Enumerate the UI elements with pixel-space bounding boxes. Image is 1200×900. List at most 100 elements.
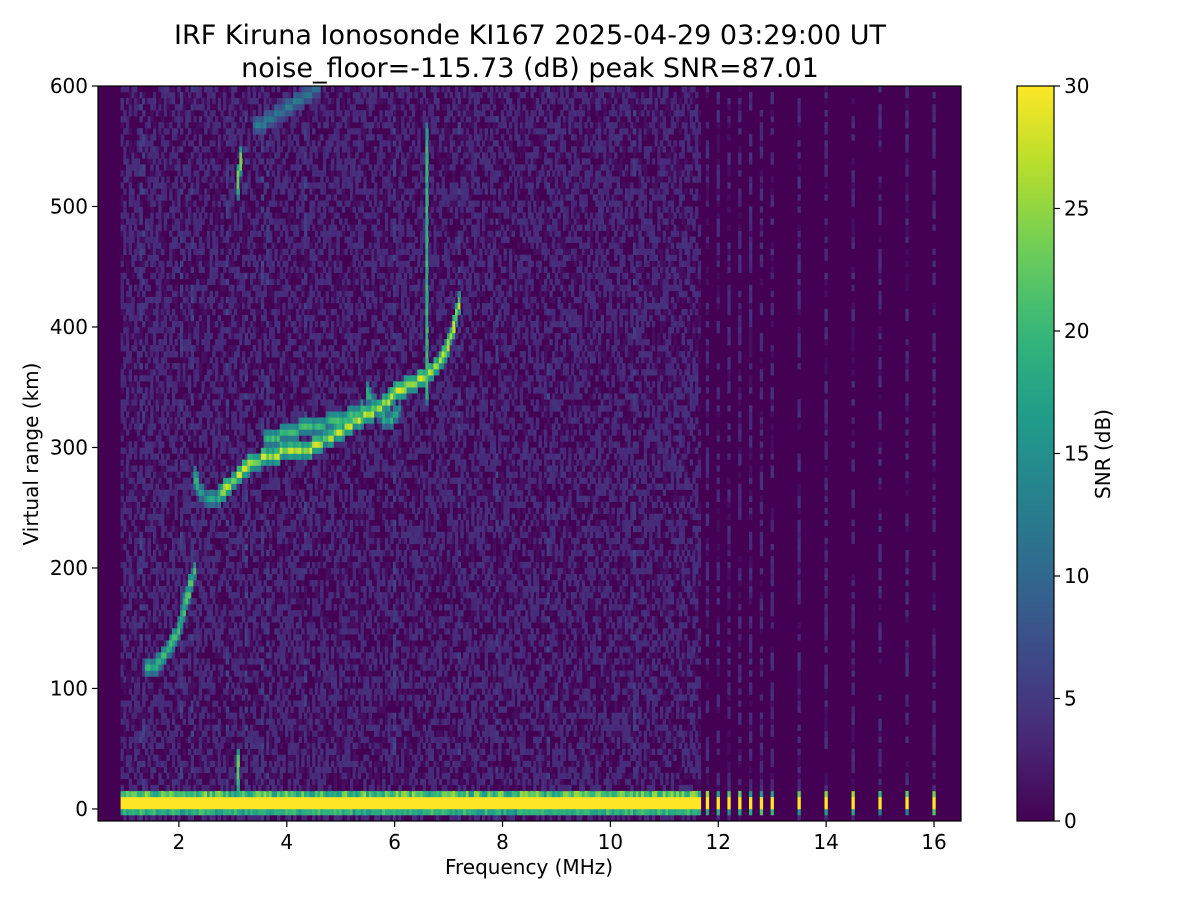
heatmap-cell — [209, 296, 213, 304]
heatmap-cell — [239, 658, 243, 665]
heatmap-cell — [153, 134, 157, 141]
heatmap-cell — [128, 513, 132, 520]
heatmap-cell — [255, 772, 259, 780]
heatmap-cell — [161, 327, 165, 334]
heatmap-cell — [136, 477, 141, 484]
heatmap-cell — [177, 736, 181, 743]
heatmap-cell — [123, 610, 127, 617]
heatmap-cell — [263, 670, 267, 677]
heatmap-cell — [274, 182, 278, 189]
heatmap-cell — [158, 796, 162, 804]
heatmap-cell — [177, 164, 181, 171]
heatmap-cell — [266, 122, 270, 129]
heatmap-cell — [239, 706, 243, 713]
heatmap-cell — [201, 146, 205, 153]
heatmap-cell — [287, 628, 292, 635]
heatmap-cell — [212, 616, 216, 623]
heatmap-cell — [158, 182, 162, 189]
heatmap-cell — [231, 471, 235, 478]
heatmap-cell — [147, 592, 151, 599]
heatmap-cell — [287, 748, 292, 755]
heatmap-cell — [150, 140, 154, 147]
heatmap-cell — [239, 676, 243, 683]
heatmap-cell — [252, 760, 257, 768]
heatmap-cell — [188, 321, 192, 328]
heatmap-cell — [209, 568, 213, 575]
heatmap-cell — [274, 513, 278, 520]
heatmap-cell — [201, 122, 205, 129]
heatmap-cell — [190, 640, 194, 647]
heatmap-cell — [161, 387, 165, 394]
heatmap-cell — [193, 435, 197, 442]
heatmap-cell — [250, 308, 254, 316]
heatmap-cell — [206, 345, 211, 352]
heatmap-cell — [271, 128, 275, 135]
heatmap-cell — [182, 700, 186, 707]
heatmap-cell — [255, 778, 259, 786]
heatmap-cell — [269, 284, 273, 292]
heatmap-cell — [131, 519, 135, 527]
heatmap-cell — [134, 164, 138, 171]
heatmap-cell — [206, 712, 211, 719]
heatmap-cell — [252, 218, 257, 225]
heatmap-cell — [263, 477, 267, 484]
heatmap-cell — [279, 278, 283, 286]
heatmap-cell — [139, 242, 143, 249]
heatmap-cell — [277, 809, 281, 816]
heatmap-cell — [134, 86, 138, 93]
heatmap-cell — [217, 580, 221, 587]
heatmap-cell — [126, 568, 130, 575]
heatmap-cell — [220, 327, 224, 334]
heatmap-cell — [231, 369, 235, 376]
heatmap-cell — [144, 284, 149, 292]
heatmap-cell — [266, 158, 270, 165]
heatmap-cell — [136, 230, 141, 237]
heatmap-cell — [215, 146, 219, 153]
heatmap-cell — [196, 531, 200, 539]
heatmap-cell — [287, 658, 292, 665]
heatmap-cell — [174, 706, 178, 713]
heatmap-cell — [193, 218, 197, 225]
heatmap-cell — [169, 339, 173, 346]
heatmap-cell — [163, 417, 168, 424]
heatmap-cell — [196, 321, 200, 328]
heatmap-cell — [217, 260, 221, 267]
heatmap-cell — [193, 308, 197, 316]
heatmap-cell — [258, 646, 262, 653]
heatmap-cell — [287, 92, 292, 99]
heatmap-cell — [177, 423, 181, 430]
heatmap-cell — [206, 580, 211, 587]
heatmap-cell — [158, 622, 162, 629]
heatmap-cell — [258, 772, 262, 780]
heatmap-cell — [174, 489, 178, 496]
heatmap-cell — [212, 441, 216, 448]
heatmap-cell — [161, 339, 165, 346]
heatmap-cell — [231, 134, 235, 141]
heatmap-cell — [231, 628, 235, 635]
heatmap-cell — [177, 664, 181, 671]
heatmap-cell — [153, 537, 157, 545]
heatmap-cell — [271, 790, 275, 798]
heatmap-cell — [258, 92, 262, 99]
heatmap-cell — [177, 815, 181, 822]
heatmap-cell — [204, 122, 208, 129]
heatmap-cell — [158, 688, 162, 695]
heatmap-cell — [171, 146, 176, 153]
heatmap-cell — [255, 766, 259, 774]
heatmap-cell — [128, 760, 132, 768]
heatmap-cell — [285, 387, 289, 394]
heatmap-cell — [239, 574, 243, 581]
heatmap-cell — [182, 212, 186, 219]
heatmap-cell — [260, 802, 265, 810]
heatmap-cell — [174, 290, 178, 298]
heatmap-cell — [190, 519, 194, 527]
heatmap-cell — [193, 574, 197, 581]
heatmap-cell — [120, 369, 124, 376]
heatmap-cell — [139, 507, 143, 514]
heatmap-cell — [209, 110, 213, 117]
heatmap-cell — [166, 568, 170, 575]
heatmap-cell — [236, 628, 240, 635]
heatmap-cell — [242, 519, 246, 527]
heatmap-cell — [123, 224, 127, 231]
heatmap-cell — [126, 363, 130, 370]
